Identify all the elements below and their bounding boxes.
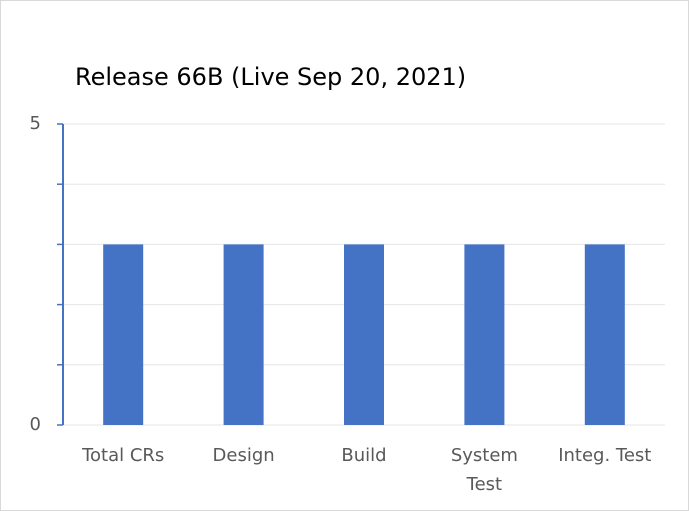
x-tick-label: Integ. Test (558, 445, 651, 466)
x-tick-label: Total CRs (81, 445, 164, 466)
bar (103, 244, 144, 425)
x-tick-label: Build (341, 445, 386, 466)
x-tick-label: System Test (451, 445, 518, 495)
bar (344, 244, 384, 425)
chart-title: Release 66B (Live Sep 20, 2021) (75, 63, 466, 91)
x-tick-label: Design (213, 445, 275, 466)
y-tick-label: 5 (30, 113, 41, 134)
bar (464, 244, 505, 425)
y-tick-label: 0 (30, 414, 41, 435)
bar (584, 244, 625, 425)
bar (223, 244, 264, 425)
